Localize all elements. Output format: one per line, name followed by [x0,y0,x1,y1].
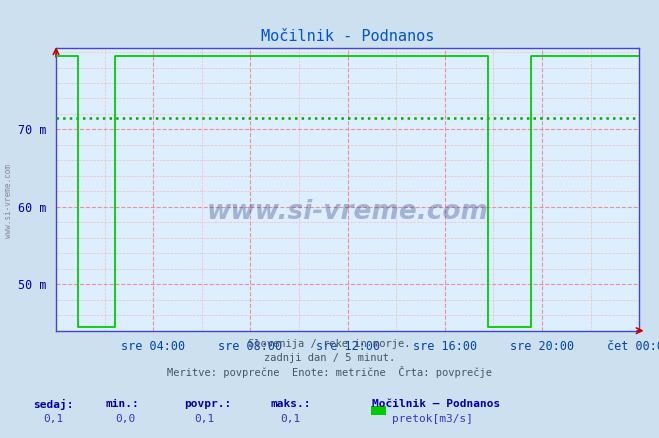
Text: povpr.:: povpr.: [185,399,232,410]
Text: sedaj:: sedaj: [33,399,73,410]
Text: 0,1: 0,1 [194,414,215,424]
Text: Slovenija / reke in morje.: Slovenija / reke in morje. [248,339,411,350]
Text: 0,0: 0,0 [115,414,136,424]
Text: Meritve: povprečne  Enote: metrične  Črta: povprečje: Meritve: povprečne Enote: metrične Črta:… [167,366,492,378]
Text: maks.:: maks.: [270,399,310,410]
Title: Močilnik - Podnanos: Močilnik - Podnanos [261,29,434,44]
Text: www.si-vreme.com: www.si-vreme.com [207,199,488,225]
Text: 0,1: 0,1 [43,414,63,424]
Text: 0,1: 0,1 [280,414,301,424]
Text: Močilnik – Podnanos: Močilnik – Podnanos [372,399,501,410]
Text: www.si-vreme.com: www.si-vreme.com [4,165,13,238]
Text: pretok[m3/s]: pretok[m3/s] [392,414,473,424]
Text: zadnji dan / 5 minut.: zadnji dan / 5 minut. [264,353,395,363]
Text: min.:: min.: [105,399,139,410]
